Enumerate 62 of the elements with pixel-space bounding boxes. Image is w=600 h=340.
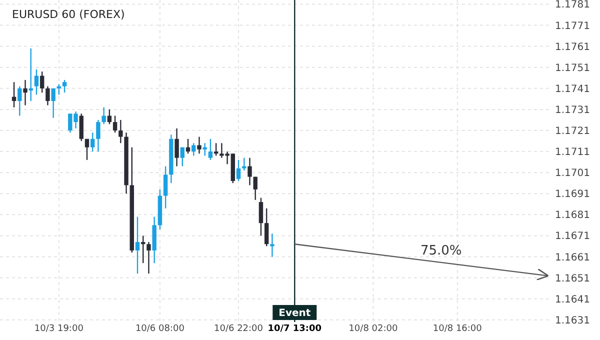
x-tick-label: 10/3 19:00 (34, 324, 84, 334)
candlestick (18, 86, 22, 116)
candlestick (141, 235, 146, 264)
candlestick (192, 142, 196, 156)
y-tick-label: 1.1651 (555, 273, 590, 284)
candlestick (90, 132, 95, 152)
candlestick (248, 157, 252, 186)
candlestick (180, 146, 184, 167)
y-tick-label: 1.1631 (555, 315, 590, 326)
candlestick (174, 128, 179, 167)
candlestick (107, 108, 112, 125)
x-tick-label: 10/8 16:00 (432, 324, 482, 334)
candlestick (264, 208, 269, 247)
candlestick (253, 176, 258, 201)
candlestick (186, 138, 190, 154)
y-tick-label: 1.1711 (555, 147, 590, 158)
y-tick-label: 1.1731 (555, 104, 590, 116)
candlestick (62, 79, 67, 94)
candlestick (163, 166, 168, 209)
candlestick (46, 86, 50, 106)
y-tick-label: 1.1771 (555, 20, 590, 32)
candlestick (118, 119, 123, 144)
y-tick-label: 1.1671 (555, 231, 590, 242)
annotation: 75.0% (420, 243, 462, 258)
y-tick-label: 1.1781 (555, 0, 590, 11)
candlestick (40, 70, 44, 94)
y-tick-label: 1.1701 (555, 168, 590, 180)
y-tick-label: 1.1721 (555, 126, 590, 137)
y-tick-label: 1.1761 (555, 42, 590, 53)
x-tick-label: 10/7 13:00 (268, 324, 322, 334)
y-tick-label: 1.1641 (555, 294, 590, 306)
text: EURUSD 60 (FOREX) (12, 8, 125, 21)
y-tick-label: 1.1751 (555, 62, 590, 74)
candlestick (146, 241, 151, 274)
y-tick-label: 1.1681 (555, 210, 590, 222)
candlestick (242, 157, 246, 172)
candlestick (270, 233, 274, 258)
candlestick (135, 216, 140, 274)
x-tick-label: 10/6 22:00 (214, 324, 264, 334)
ref-line-label: Event (278, 308, 311, 319)
x-tick-label: 10/6 08:00 (135, 324, 185, 334)
candlestick (102, 106, 106, 125)
candlestick (208, 138, 213, 161)
candlestick (56, 84, 62, 96)
candlestick (197, 136, 202, 154)
y-tick-label: 1.1661 (555, 252, 590, 264)
x-tick-label: 10/8 02:00 (348, 324, 398, 334)
candlestick (28, 48, 33, 102)
candlestick (202, 142, 207, 156)
candlestick (34, 68, 39, 96)
candlestick (258, 197, 264, 236)
candlestick (84, 138, 90, 161)
candlestick (23, 79, 28, 106)
candlestick (112, 115, 118, 134)
candlestick (236, 159, 241, 182)
candlestick (214, 142, 218, 156)
candlestick (51, 88, 56, 118)
candlestick (79, 113, 84, 142)
candlestick (96, 119, 100, 152)
y-tick-label: 1.1741 (555, 84, 590, 95)
candlestick (12, 81, 16, 108)
y-tick-label: 1.1691 (555, 189, 590, 200)
